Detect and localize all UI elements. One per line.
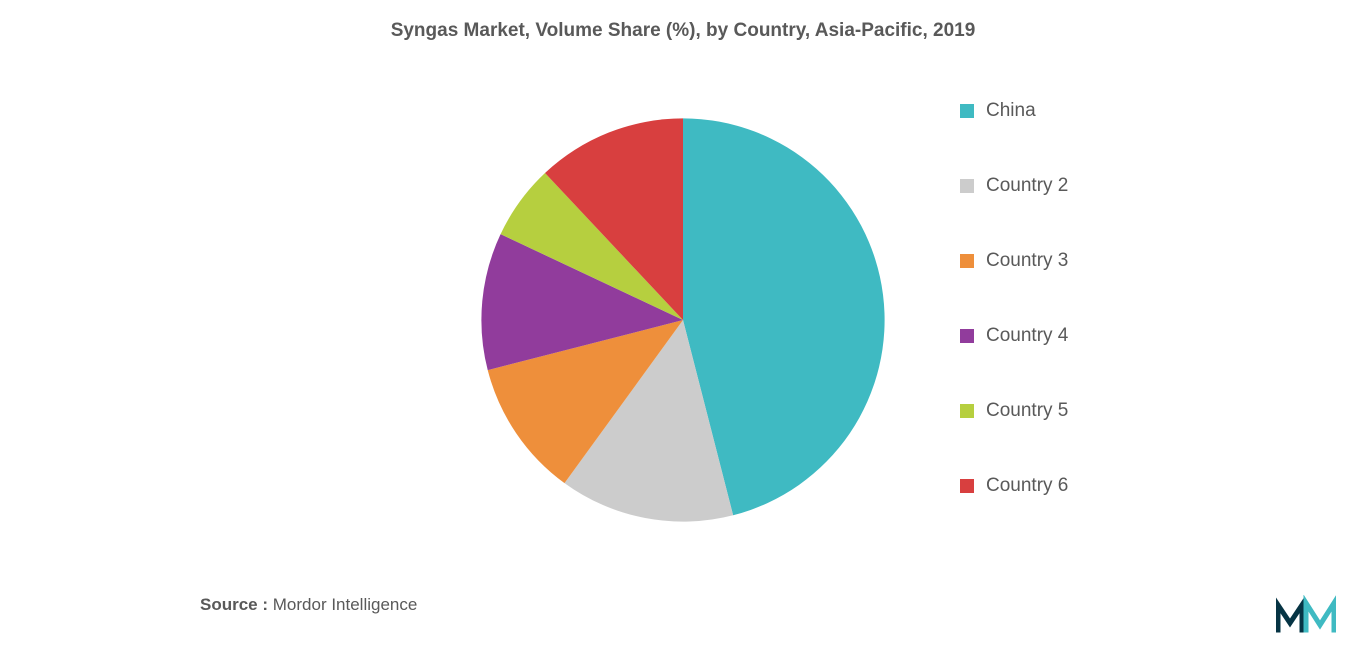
legend-swatch [960,479,974,493]
legend-label: Country 4 [986,325,1068,347]
legend-item: Country 6 [960,475,1068,497]
legend-swatch [960,329,974,343]
legend-item: Country 4 [960,325,1068,347]
legend-label: Country 6 [986,475,1068,497]
legend-item: China [960,100,1068,122]
legend-label: Country 2 [986,175,1068,197]
mordor-logo [1276,595,1336,635]
legend-label: Country 3 [986,250,1068,272]
source-label: Source : [200,595,268,614]
source-text: Mordor Intelligence [268,595,417,614]
legend-swatch [960,104,974,118]
legend: China Country 2 Country 3 Country 4 Country … [960,100,1068,497]
legend-label: Country 5 [986,400,1068,422]
legend-item: Country 2 [960,175,1068,197]
chart-title: Syngas Market, Volume Share (%), by Coun… [0,0,1366,42]
chart-container [0,80,1366,560]
legend-swatch [960,404,974,418]
source-attribution: Source : Mordor Intelligence [200,595,417,615]
legend-label: China [986,100,1036,122]
legend-item: Country 3 [960,250,1068,272]
legend-item: Country 5 [960,400,1068,422]
pie-chart [473,110,893,530]
legend-swatch [960,254,974,268]
legend-swatch [960,179,974,193]
